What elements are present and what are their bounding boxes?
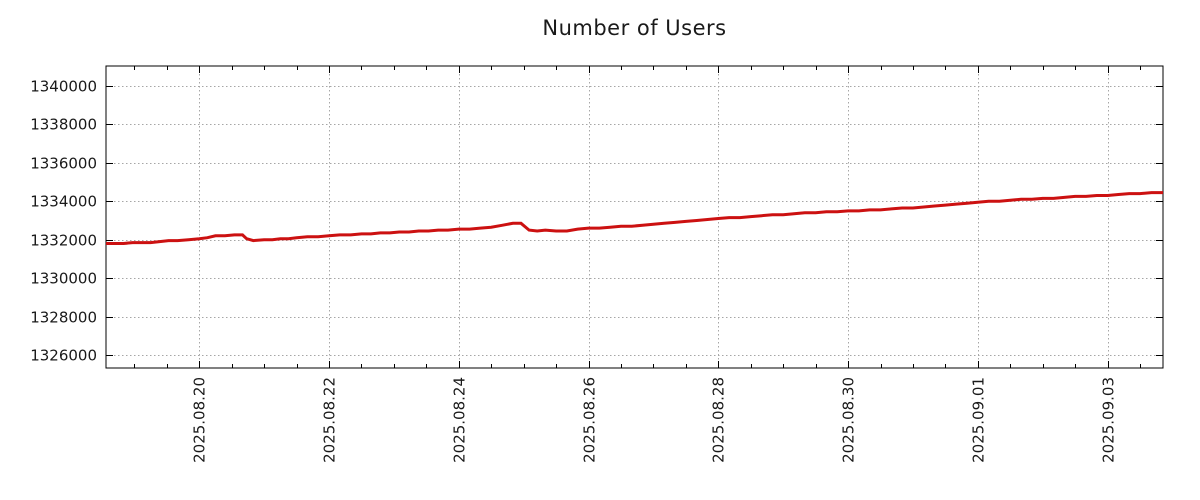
y-tick-label: 1338000	[30, 116, 97, 134]
x-tick-label: 2025.09.03	[1100, 377, 1118, 463]
x-tick-label: 2025.08.26	[581, 377, 599, 463]
y-tick-label: 1328000	[30, 309, 97, 327]
x-tick-label: 2025.08.28	[710, 377, 728, 463]
x-tick-label: 2025.08.24	[451, 377, 469, 463]
x-tick-label: 2025.08.20	[191, 377, 209, 463]
x-tick-label: 2025.09.01	[970, 377, 988, 463]
y-tick-label: 1332000	[30, 232, 97, 250]
y-tick-label: 1334000	[30, 193, 97, 211]
y-tick-label: 1330000	[30, 270, 97, 288]
chart-title: Number of Users	[542, 16, 727, 40]
y-tick-label: 1340000	[30, 78, 97, 96]
y-tick-label: 1336000	[30, 155, 97, 173]
series-line-users	[106, 191, 1163, 245]
x-tick-label: 2025.08.30	[840, 377, 858, 463]
y-tick-label: 1326000	[30, 347, 97, 365]
plot-border	[105, 65, 1164, 369]
x-tick-label: 2025.08.22	[321, 377, 339, 463]
